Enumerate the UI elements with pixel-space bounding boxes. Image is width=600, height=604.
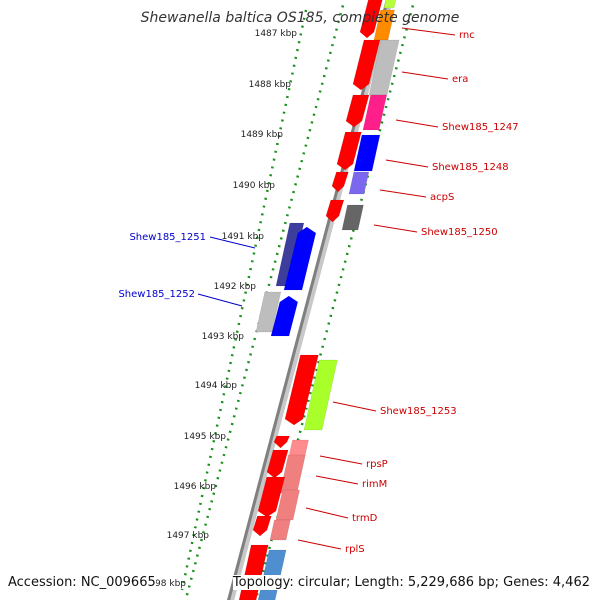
gene-label[interactable]: acpS xyxy=(430,192,454,203)
kbp-tick-label: 1488 kbp xyxy=(249,80,292,90)
label-leader-line xyxy=(401,71,449,80)
kbp-tick-label: 1496 kbp xyxy=(174,482,217,492)
gene-feature xyxy=(275,489,300,521)
gene-label[interactable]: rnc xyxy=(459,30,475,41)
backbone-shadow xyxy=(225,0,393,604)
gene-labels: rnc era Shew185_1247 Shew185_1248 acpS Shew18… xyxy=(118,27,519,555)
label-leader-line xyxy=(395,119,439,128)
gene-feature xyxy=(284,354,319,426)
label-leader-line xyxy=(332,401,377,412)
gene-feature xyxy=(266,449,289,479)
genome-backbone xyxy=(226,0,389,604)
gene-label[interactable]: Shew185_1250 xyxy=(421,227,498,238)
gene-label[interactable]: Shew185_1248 xyxy=(432,162,509,173)
label-leader-line xyxy=(319,455,363,465)
label-leader-line xyxy=(373,224,418,233)
gene-label[interactable]: Shew185_1247 xyxy=(442,122,519,133)
kbp-tick-label: 1494 kbp xyxy=(195,381,238,391)
accession-text: Accession: NC_009665 xyxy=(8,575,156,590)
map-title: Shewanella baltica OS185, complete genom… xyxy=(140,10,460,26)
kbp-ticks: 1487 kbp 1488 kbp 1489 kbp 1490 kbp 1491 kbp… xyxy=(144,29,298,589)
gene-feature xyxy=(270,295,299,337)
gene-feature xyxy=(336,131,362,171)
kbp-tick-label: 1490 kbp xyxy=(233,181,276,191)
gene-feature xyxy=(325,199,345,223)
gene-feature xyxy=(368,39,400,96)
kbp-tick-label: 1497 kbp xyxy=(167,531,210,541)
gene-label[interactable]: rpsP xyxy=(366,459,388,470)
gene-feature xyxy=(359,0,383,39)
label-leader-line xyxy=(305,507,349,519)
label-leader-line xyxy=(385,159,429,168)
gene-label[interactable]: Shew185_1253 xyxy=(380,406,457,417)
kbp-tick-label: 1492 kbp xyxy=(214,282,257,292)
gene-label[interactable]: trmD xyxy=(352,513,378,524)
gene-feature xyxy=(362,94,388,131)
gene-feature xyxy=(383,0,397,9)
gene-features xyxy=(237,0,400,604)
gene-feature xyxy=(255,291,282,333)
label-leader-line xyxy=(379,189,427,198)
topology-text: Topology: circular; Length: 5,229,686 bp… xyxy=(232,575,590,590)
gene-label[interactable]: Shew185_1251 xyxy=(129,232,206,243)
gene-feature xyxy=(345,94,370,128)
label-leader-line xyxy=(401,27,456,36)
gene-feature xyxy=(288,439,309,457)
gene-feature xyxy=(341,204,364,231)
gene-label[interactable]: rplS xyxy=(345,544,365,555)
gene-label[interactable]: era xyxy=(452,74,468,85)
label-leader-line xyxy=(297,539,342,550)
kbp-tick-label: 1487 kbp xyxy=(255,29,298,39)
gene-feature xyxy=(283,226,317,291)
kbp-tick-label: 1495 kbp xyxy=(184,432,227,442)
gene-feature xyxy=(269,519,291,541)
gene-feature xyxy=(252,515,272,537)
forward-scale-line xyxy=(253,0,416,604)
label-leader-line xyxy=(209,236,256,249)
gene-label[interactable]: rimM xyxy=(362,479,387,490)
gene-feature xyxy=(352,39,381,91)
label-leader-line xyxy=(315,475,359,485)
label-leader-line xyxy=(197,293,243,307)
gene-feature xyxy=(257,476,286,518)
gene-feature xyxy=(331,171,349,193)
kbp-scale-line xyxy=(180,9,308,591)
kbp-tick-label: 1489 kbp xyxy=(241,130,284,140)
kbp-tick-label: 1498 kbp xyxy=(144,579,187,589)
gene-feature xyxy=(353,134,381,172)
kbp-tick-label: 1491 kbp xyxy=(222,232,265,242)
kbp-tick-label: 1493 kbp xyxy=(202,332,245,342)
gene-feature xyxy=(273,435,291,449)
gene-feature xyxy=(348,171,370,195)
gene-feature xyxy=(303,359,338,431)
gene-label[interactable]: Shew185_1252 xyxy=(118,289,195,300)
